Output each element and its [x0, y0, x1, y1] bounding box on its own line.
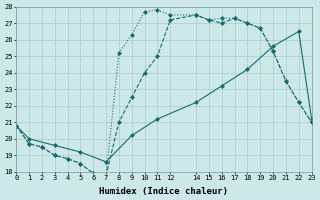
X-axis label: Humidex (Indice chaleur): Humidex (Indice chaleur)	[100, 187, 228, 196]
